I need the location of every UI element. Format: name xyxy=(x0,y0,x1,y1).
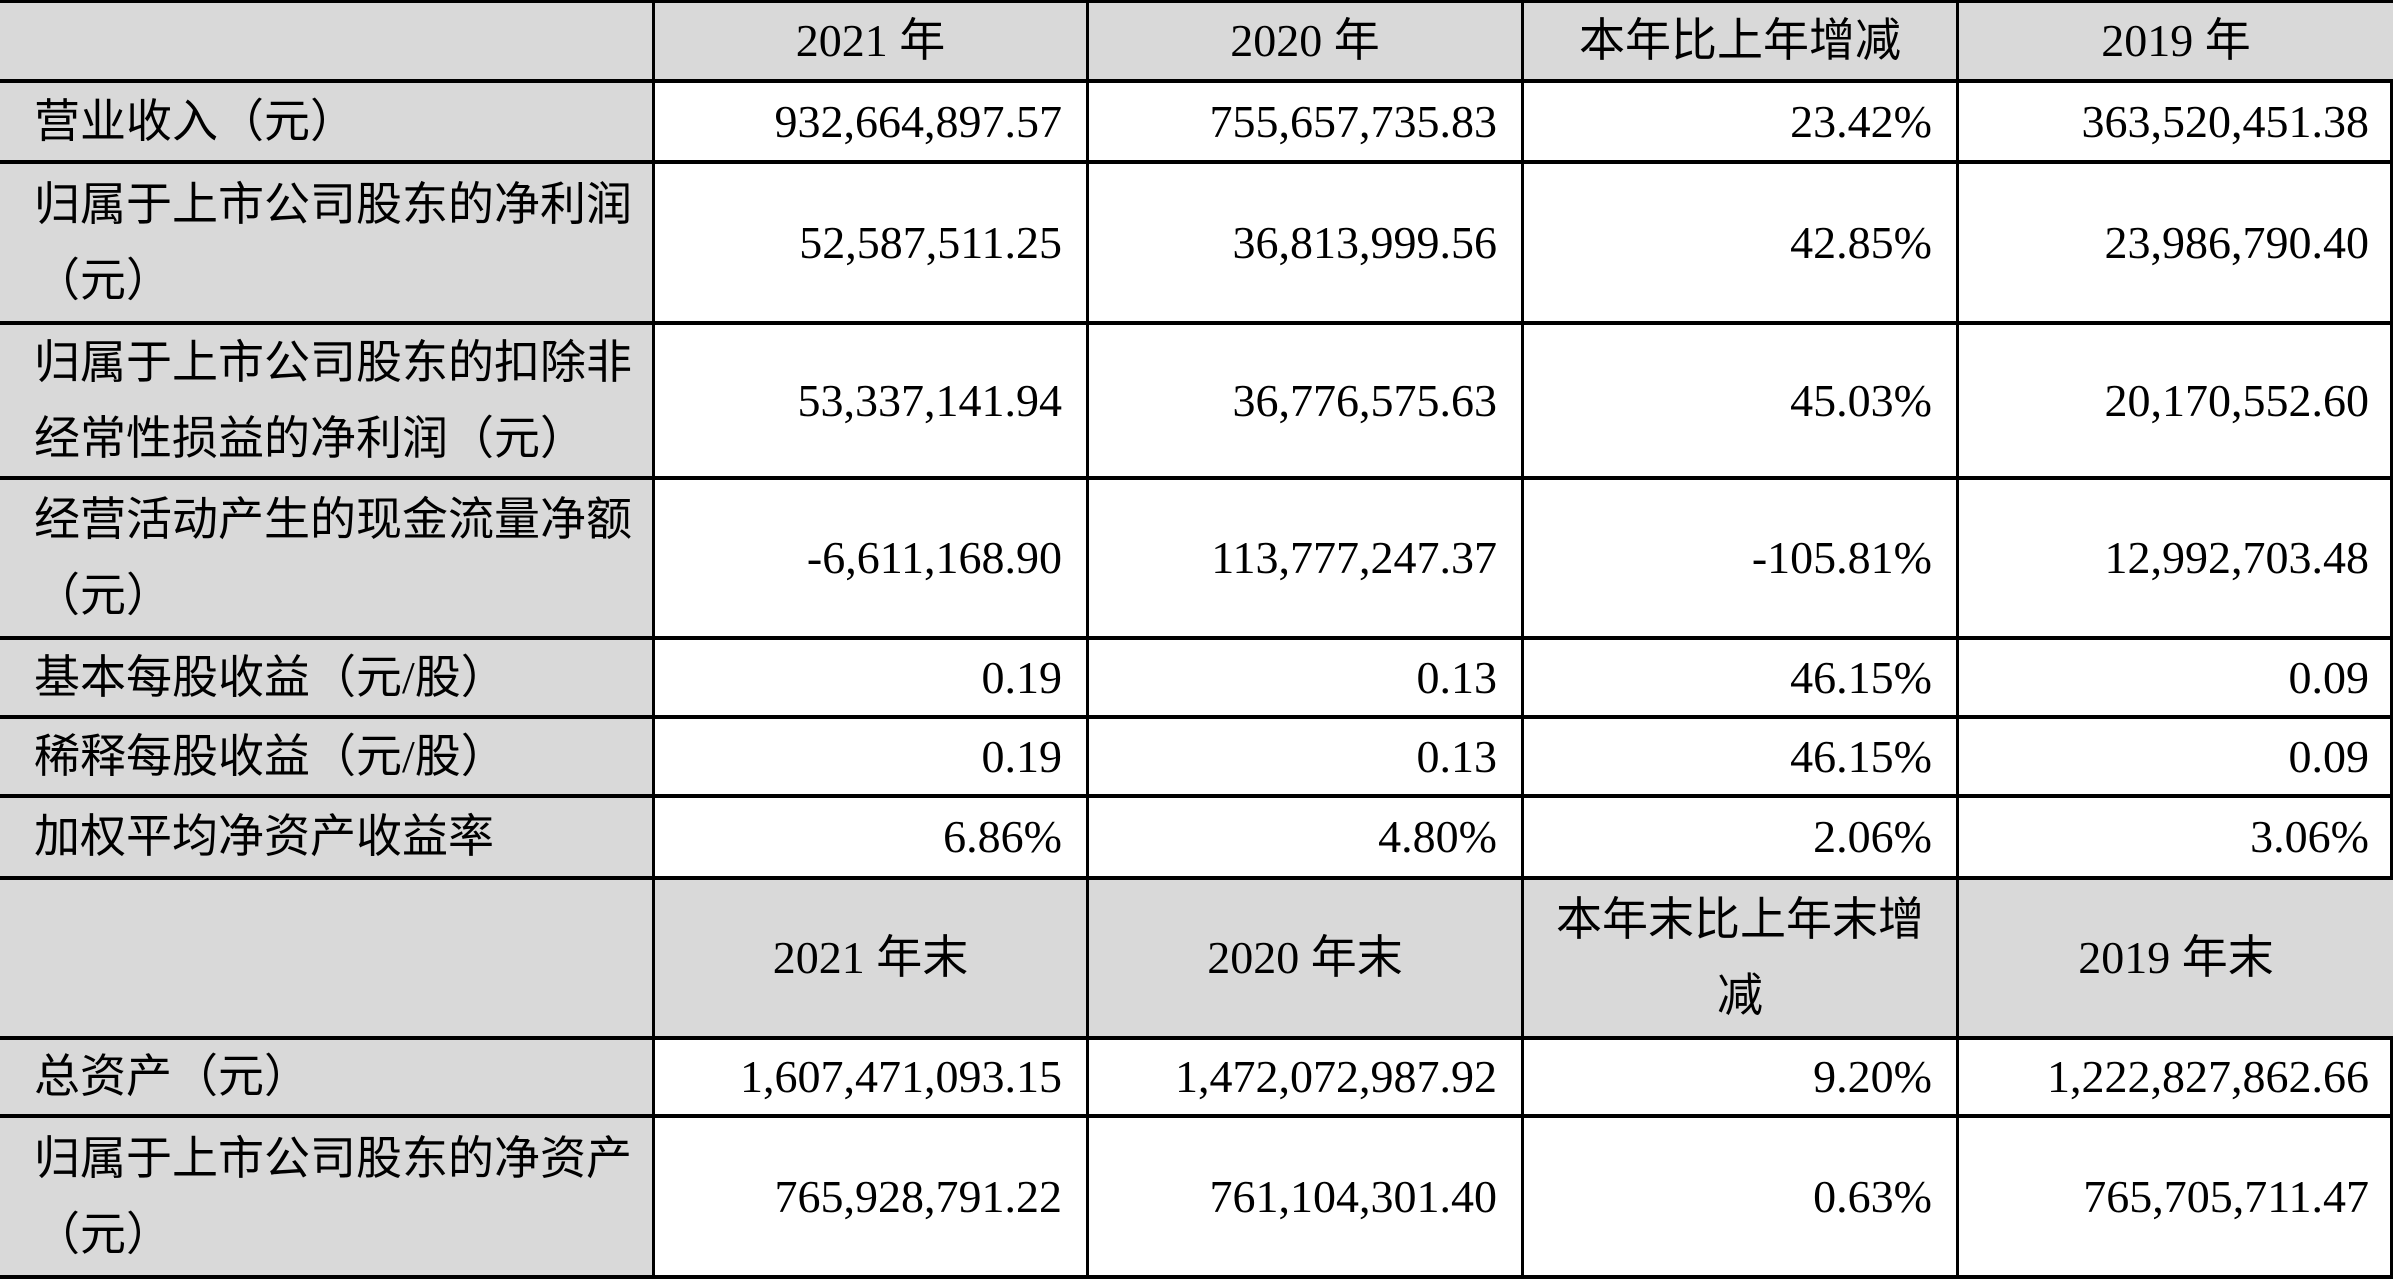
row-label-operating-cash-flow: 经营活动产生的现金流量净额（元） xyxy=(0,480,655,640)
row-label-basic-eps: 基本每股收益（元/股） xyxy=(0,640,655,719)
col-header-eoy-change-label: 本年末比上年末增减 xyxy=(1556,894,1924,1021)
row-label-total-assets: 总资产（元） xyxy=(0,1040,655,1118)
header-eoy-blank-cell xyxy=(0,880,655,1040)
cell-net-profit-excl-2021: 53,337,141.94 xyxy=(655,325,1089,480)
cell-diluted-eps-2020: 0.13 xyxy=(1089,719,1524,798)
row-label-weighted-avg-roe: 加权平均净资产收益率 xyxy=(0,798,655,880)
col-header-2019-eoy: 2019 年末 xyxy=(1959,880,2393,1040)
cell-diluted-eps-2021: 0.19 xyxy=(655,719,1089,798)
cell-net-assets-2019: 765,705,711.47 xyxy=(1959,1118,2393,1279)
col-header-yoy-change: 本年比上年增减 xyxy=(1524,3,1959,83)
cell-operating-cash-flow-change: -105.81% xyxy=(1524,480,1959,640)
row-label-diluted-eps: 稀释每股收益（元/股） xyxy=(0,719,655,798)
cell-net-assets-2020: 761,104,301.40 xyxy=(1089,1118,1524,1279)
cell-total-assets-2021: 1,607,471,093.15 xyxy=(655,1040,1089,1118)
cell-net-profit-excl-change: 45.03% xyxy=(1524,325,1959,480)
cell-weighted-avg-roe-change: 2.06% xyxy=(1524,798,1959,880)
row-label-net-profit-excl-nonrecurring: 归属于上市公司股东的扣除非经常性损益的净利润（元） xyxy=(0,325,655,480)
cell-net-profit-2021: 52,587,511.25 xyxy=(655,164,1089,325)
cell-operating-cash-flow-2021: -6,611,168.90 xyxy=(655,480,1089,640)
cell-operating-revenue-change: 23.42% xyxy=(1524,83,1959,164)
cell-operating-revenue-2019: 363,520,451.38 xyxy=(1959,83,2393,164)
cell-diluted-eps-2019: 0.09 xyxy=(1959,719,2393,798)
cell-basic-eps-2021: 0.19 xyxy=(655,640,1089,719)
col-header-2020: 2020 年 xyxy=(1089,3,1524,83)
cell-diluted-eps-change: 46.15% xyxy=(1524,719,1959,798)
row-label-operating-revenue: 营业收入（元） xyxy=(0,83,655,164)
col-header-yoy-change-label: 本年比上年增减 xyxy=(1579,15,1901,66)
col-header-2020-eoy: 2020 年末 xyxy=(1089,880,1524,1040)
cell-total-assets-2020: 1,472,072,987.92 xyxy=(1089,1040,1524,1118)
cell-weighted-avg-roe-2019: 3.06% xyxy=(1959,798,2393,880)
col-header-2021-eoy: 2021 年末 xyxy=(655,880,1089,1040)
cell-net-profit-2020: 36,813,999.56 xyxy=(1089,164,1524,325)
cell-operating-revenue-2020: 755,657,735.83 xyxy=(1089,83,1524,164)
cell-operating-cash-flow-2020: 113,777,247.37 xyxy=(1089,480,1524,640)
cell-operating-revenue-2021: 932,664,897.57 xyxy=(655,83,1089,164)
cell-net-assets-change: 0.63% xyxy=(1524,1118,1959,1279)
cell-basic-eps-2020: 0.13 xyxy=(1089,640,1524,719)
cell-basic-eps-2019: 0.09 xyxy=(1959,640,2393,719)
cell-weighted-avg-roe-2020: 4.80% xyxy=(1089,798,1524,880)
header-blank-cell xyxy=(0,3,655,83)
cell-weighted-avg-roe-2021: 6.86% xyxy=(655,798,1089,880)
cell-net-profit-excl-2020: 36,776,575.63 xyxy=(1089,325,1524,480)
cell-net-profit-2019: 23,986,790.40 xyxy=(1959,164,2393,325)
cell-net-profit-change: 42.85% xyxy=(1524,164,1959,325)
cell-total-assets-change: 9.20% xyxy=(1524,1040,1959,1118)
col-header-eoy-change: 本年末比上年末增减 xyxy=(1524,880,1959,1040)
col-header-2021: 2021 年 xyxy=(655,3,1089,83)
cell-total-assets-2019: 1,222,827,862.66 xyxy=(1959,1040,2393,1118)
row-label-net-profit: 归属于上市公司股东的净利润（元） xyxy=(0,164,655,325)
cell-net-assets-2021: 765,928,791.22 xyxy=(655,1118,1089,1279)
cell-net-profit-excl-2019: 20,170,552.60 xyxy=(1959,325,2393,480)
row-label-net-assets: 归属于上市公司股东的净资产（元） xyxy=(0,1118,655,1279)
cell-basic-eps-change: 46.15% xyxy=(1524,640,1959,719)
cell-operating-cash-flow-2019: 12,992,703.48 xyxy=(1959,480,2393,640)
col-header-2019: 2019 年 xyxy=(1959,3,2393,83)
